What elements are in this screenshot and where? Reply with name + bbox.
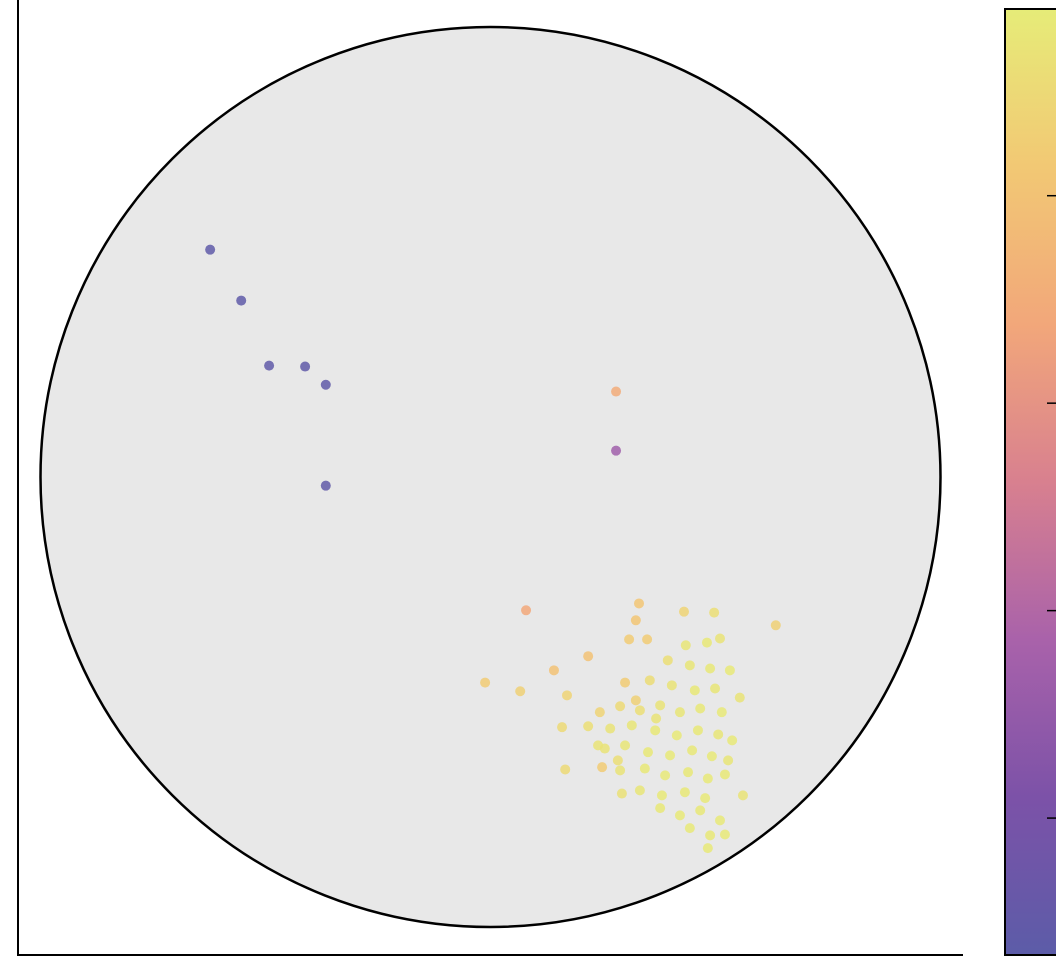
point xyxy=(320,480,331,491)
point xyxy=(300,361,311,372)
point xyxy=(671,730,682,741)
point xyxy=(521,605,532,616)
point xyxy=(639,763,650,774)
point xyxy=(737,790,748,801)
point xyxy=(662,655,673,666)
point xyxy=(679,606,689,617)
point xyxy=(727,735,738,746)
point xyxy=(700,793,711,804)
point xyxy=(597,762,608,773)
point xyxy=(665,750,676,761)
point xyxy=(593,740,604,751)
point xyxy=(715,633,725,644)
point xyxy=(660,770,671,781)
point xyxy=(656,790,667,801)
point xyxy=(734,692,745,703)
point xyxy=(320,379,331,390)
point xyxy=(683,767,694,778)
point xyxy=(630,615,641,626)
point xyxy=(695,703,706,714)
point xyxy=(715,815,725,826)
point xyxy=(674,810,685,821)
point xyxy=(264,360,275,371)
point xyxy=(236,295,247,306)
point xyxy=(515,686,526,697)
point xyxy=(205,244,216,255)
point xyxy=(684,660,695,671)
point xyxy=(716,707,727,718)
point xyxy=(666,680,677,691)
point xyxy=(594,707,605,718)
point xyxy=(616,788,627,799)
point xyxy=(612,755,623,766)
point xyxy=(719,769,730,780)
point xyxy=(702,843,713,854)
point xyxy=(692,725,703,736)
point xyxy=(724,665,735,676)
point xyxy=(583,721,594,732)
point xyxy=(615,701,626,712)
point xyxy=(643,747,653,758)
point xyxy=(611,445,622,456)
point xyxy=(615,765,626,776)
point xyxy=(634,598,644,609)
point xyxy=(557,722,568,733)
point xyxy=(562,690,572,701)
point xyxy=(689,685,700,696)
point xyxy=(655,803,666,814)
point xyxy=(710,683,721,694)
point xyxy=(684,823,695,834)
point xyxy=(642,634,653,645)
point xyxy=(634,705,645,716)
point xyxy=(702,773,713,784)
point xyxy=(713,729,724,740)
point xyxy=(624,634,635,645)
point xyxy=(695,805,706,816)
point xyxy=(679,787,690,798)
point xyxy=(605,723,616,734)
point xyxy=(655,700,666,711)
point xyxy=(548,665,559,676)
point xyxy=(650,725,661,736)
point xyxy=(719,829,730,840)
point xyxy=(644,675,655,686)
point xyxy=(709,607,720,618)
point xyxy=(705,830,716,841)
point xyxy=(620,677,631,688)
point xyxy=(651,713,662,724)
colorbar xyxy=(1004,8,1056,956)
point xyxy=(705,663,716,674)
poincare-disk xyxy=(39,25,942,929)
point xyxy=(770,620,781,631)
point xyxy=(560,764,571,775)
point xyxy=(480,677,491,688)
point xyxy=(687,745,698,756)
point xyxy=(723,755,734,766)
point xyxy=(706,751,717,762)
point xyxy=(583,651,594,662)
point xyxy=(634,785,645,796)
point xyxy=(630,695,641,706)
point xyxy=(680,640,691,651)
point xyxy=(674,707,685,718)
point xyxy=(620,740,631,751)
point xyxy=(626,720,637,731)
point xyxy=(611,386,622,397)
point xyxy=(701,637,712,648)
